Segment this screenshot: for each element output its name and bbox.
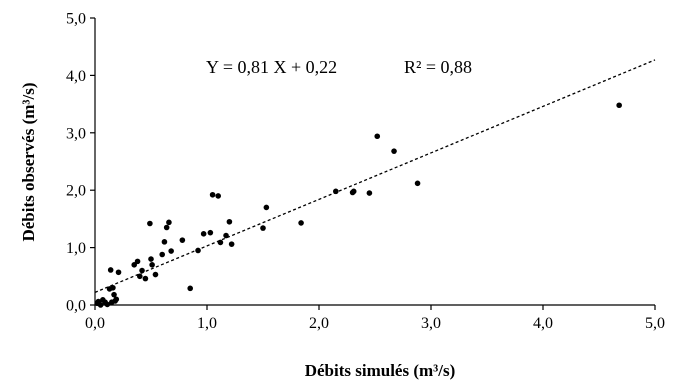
x-tick-label: 0,0 <box>85 315 105 332</box>
y-axis-title: Débits observés (m³/s) <box>19 82 38 241</box>
data-point <box>179 237 186 243</box>
data-point <box>414 180 421 187</box>
data-point <box>217 239 224 246</box>
data-point <box>168 248 174 254</box>
data-point <box>391 148 397 154</box>
data-point <box>159 251 165 258</box>
data-point <box>147 220 153 227</box>
y-tick-label: 5,0 <box>66 11 86 28</box>
x-tick-label: 4,0 <box>533 315 553 332</box>
data-point <box>110 284 116 291</box>
data-point <box>111 291 117 298</box>
y-tick-label: 1,0 <box>66 240 86 257</box>
data-point <box>166 219 172 226</box>
data-point <box>113 296 120 303</box>
x-axis-title: Débits simulés (m³/s) <box>305 361 456 380</box>
data-point <box>115 269 122 276</box>
data-point <box>350 188 357 195</box>
data-point <box>142 275 149 282</box>
data-point <box>223 232 229 239</box>
x-tick-label: 5,0 <box>645 315 665 332</box>
data-point <box>148 256 154 262</box>
data-point <box>107 267 114 273</box>
x-tick-label: 2,0 <box>309 315 329 332</box>
data-point <box>163 224 170 231</box>
y-tick-label: 4,0 <box>66 68 86 85</box>
y-tick-label: 2,0 <box>66 183 86 200</box>
trendline-group <box>94 59 656 293</box>
data-point <box>263 204 270 211</box>
data-point <box>226 218 233 225</box>
data-point <box>215 193 221 199</box>
data-point <box>152 271 159 278</box>
data-point <box>134 258 141 265</box>
data-point <box>104 301 111 308</box>
data-point <box>374 133 381 140</box>
data-point <box>298 220 304 226</box>
data-point <box>187 285 193 292</box>
data-point <box>131 262 137 268</box>
x-tick-label: 1,0 <box>197 315 217 332</box>
y-tick-label: 3,0 <box>66 125 86 142</box>
data-point <box>228 241 235 247</box>
data-point <box>616 102 622 109</box>
x-ticks: 0,0 1,0 2,0 3,0 4,0 5,0 <box>85 305 665 332</box>
data-points <box>94 102 622 308</box>
data-point <box>97 302 104 308</box>
regression-equation: Y = 0,81 X + 0,22 <box>206 57 337 77</box>
y-tick-label: 0,0 <box>66 298 86 315</box>
data-point <box>207 229 214 236</box>
r-squared-label: R² = 0,88 <box>404 57 472 77</box>
data-point <box>195 247 201 254</box>
data-point <box>366 190 373 196</box>
x-tick-label: 3,0 <box>421 315 441 332</box>
axes <box>94 18 655 306</box>
data-point <box>149 262 155 268</box>
y-ticks: 0,0 1,0 2,0 3,0 4,0 5,0 <box>66 11 95 315</box>
data-point <box>161 239 168 245</box>
data-point <box>260 225 266 231</box>
data-point <box>209 191 216 198</box>
trendline <box>94 59 656 293</box>
data-point <box>333 188 339 195</box>
data-point <box>200 231 207 237</box>
data-point <box>137 273 143 280</box>
data-point <box>139 267 145 274</box>
